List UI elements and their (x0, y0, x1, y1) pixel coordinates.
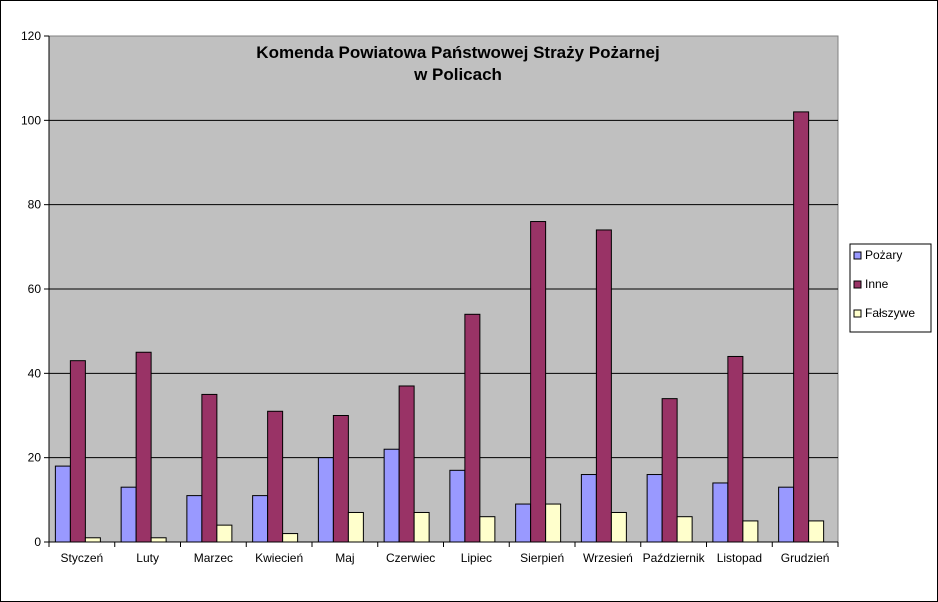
bar-Pożary-Październik (646, 474, 663, 543)
bar-Pożary-Czerwiec (383, 448, 400, 543)
bar-Fałszywe-Luty (150, 537, 167, 543)
y-tick-label: 40 (28, 366, 42, 380)
bar-Inne-Kwiecień (267, 410, 284, 543)
y-tick-label: 100 (21, 113, 41, 127)
legend-swatch-Inne (853, 280, 862, 289)
x-tick-label: Lipiec (461, 551, 492, 565)
bar-Fałszywe-Styczeń (84, 537, 101, 543)
x-tick-label: Wrzesień (583, 551, 633, 565)
bar-Fałszywe-Czerwiec (413, 511, 430, 543)
x-tick-label: Listopad (717, 551, 762, 565)
chart-title-line-1: Komenda Powiatowa Państwowej Straży Poża… (256, 43, 659, 62)
legend: Pożary Inne Fałszywe (849, 243, 932, 333)
bar-Fałszywe-Grudzień (808, 520, 825, 543)
x-tick-label: Styczeń (61, 551, 104, 565)
bar-Fałszywe-Sierpień (545, 503, 562, 543)
bar-Fałszywe-Maj (347, 511, 364, 543)
x-tick-label: Maj (335, 551, 354, 565)
bar-Inne-Styczeń (69, 360, 86, 543)
x-tick-label: Czerwiec (386, 551, 435, 565)
bar-Fałszywe-Lipiec (479, 516, 496, 543)
gridlines (49, 119, 838, 459)
x-tick-label: Sierpień (520, 551, 564, 565)
x-tick-label: Kwiecień (255, 551, 303, 565)
bar-Pożary-Luty (120, 486, 137, 543)
legend-swatch-Pożary (853, 251, 862, 260)
bar-Inne-Grudzień (793, 111, 810, 543)
x-tick-label: Październik (643, 551, 706, 565)
legend-label-Fałszywe: Fałszywe (865, 306, 915, 320)
bar-Fałszywe-Wrzesień (610, 511, 627, 543)
x-tick-label: Luty (136, 551, 159, 565)
bar-Fałszywe-Marzec (216, 524, 233, 543)
bar-Inne-Sierpień (530, 221, 547, 543)
y-tick-label: 80 (28, 198, 42, 212)
x-tick-label: Grudzień (781, 551, 830, 565)
bar-Inne-Luty (135, 351, 152, 543)
bar-Pożary-Lipiec (449, 469, 466, 543)
bar-Fałszywe-Październik (676, 516, 693, 543)
bar-Pożary-Marzec (186, 495, 203, 543)
bar-Fałszywe-Kwiecień (282, 533, 299, 543)
bar-Inne-Marzec (201, 393, 218, 543)
bar-Pożary-Wrzesień (580, 474, 597, 543)
legend-label-Inne: Inne (865, 277, 889, 291)
bar-Inne-Czerwiec (398, 385, 415, 543)
bar-Inne-Październik (661, 398, 678, 543)
legend-box (849, 243, 932, 333)
bar-Fałszywe-Listopad (742, 520, 759, 543)
bar-Pożary-Styczeń (54, 465, 71, 543)
bar-Inne-Wrzesień (595, 229, 612, 543)
bar-Pożary-Sierpień (515, 503, 532, 543)
bar-Inne-Listopad (727, 355, 744, 543)
bar-Inne-Lipiec (464, 313, 481, 543)
bar-Inne-Maj (332, 415, 349, 543)
bar-Pożary-Kwiecień (252, 495, 269, 543)
legend-swatch-Fałszywe (853, 309, 862, 318)
y-tick-label: 20 (28, 451, 42, 465)
bar-Pożary-Grudzień (778, 486, 795, 543)
legend-label-Pożary: Pożary (865, 248, 902, 262)
bar-Pożary-Listopad (712, 482, 729, 543)
y-tick-label: 120 (21, 29, 41, 43)
axes: 0 20 40 60 80 100 120 Styczeń Luty Marzec Kwiecień… (21, 29, 839, 565)
y-tick-label: 60 (28, 282, 42, 296)
x-tick-label: Marzec (194, 551, 233, 565)
chart-title-line-2: w Policach (413, 65, 502, 84)
bar-Pożary-Maj (317, 457, 334, 543)
y-tick-label: 0 (34, 535, 41, 549)
